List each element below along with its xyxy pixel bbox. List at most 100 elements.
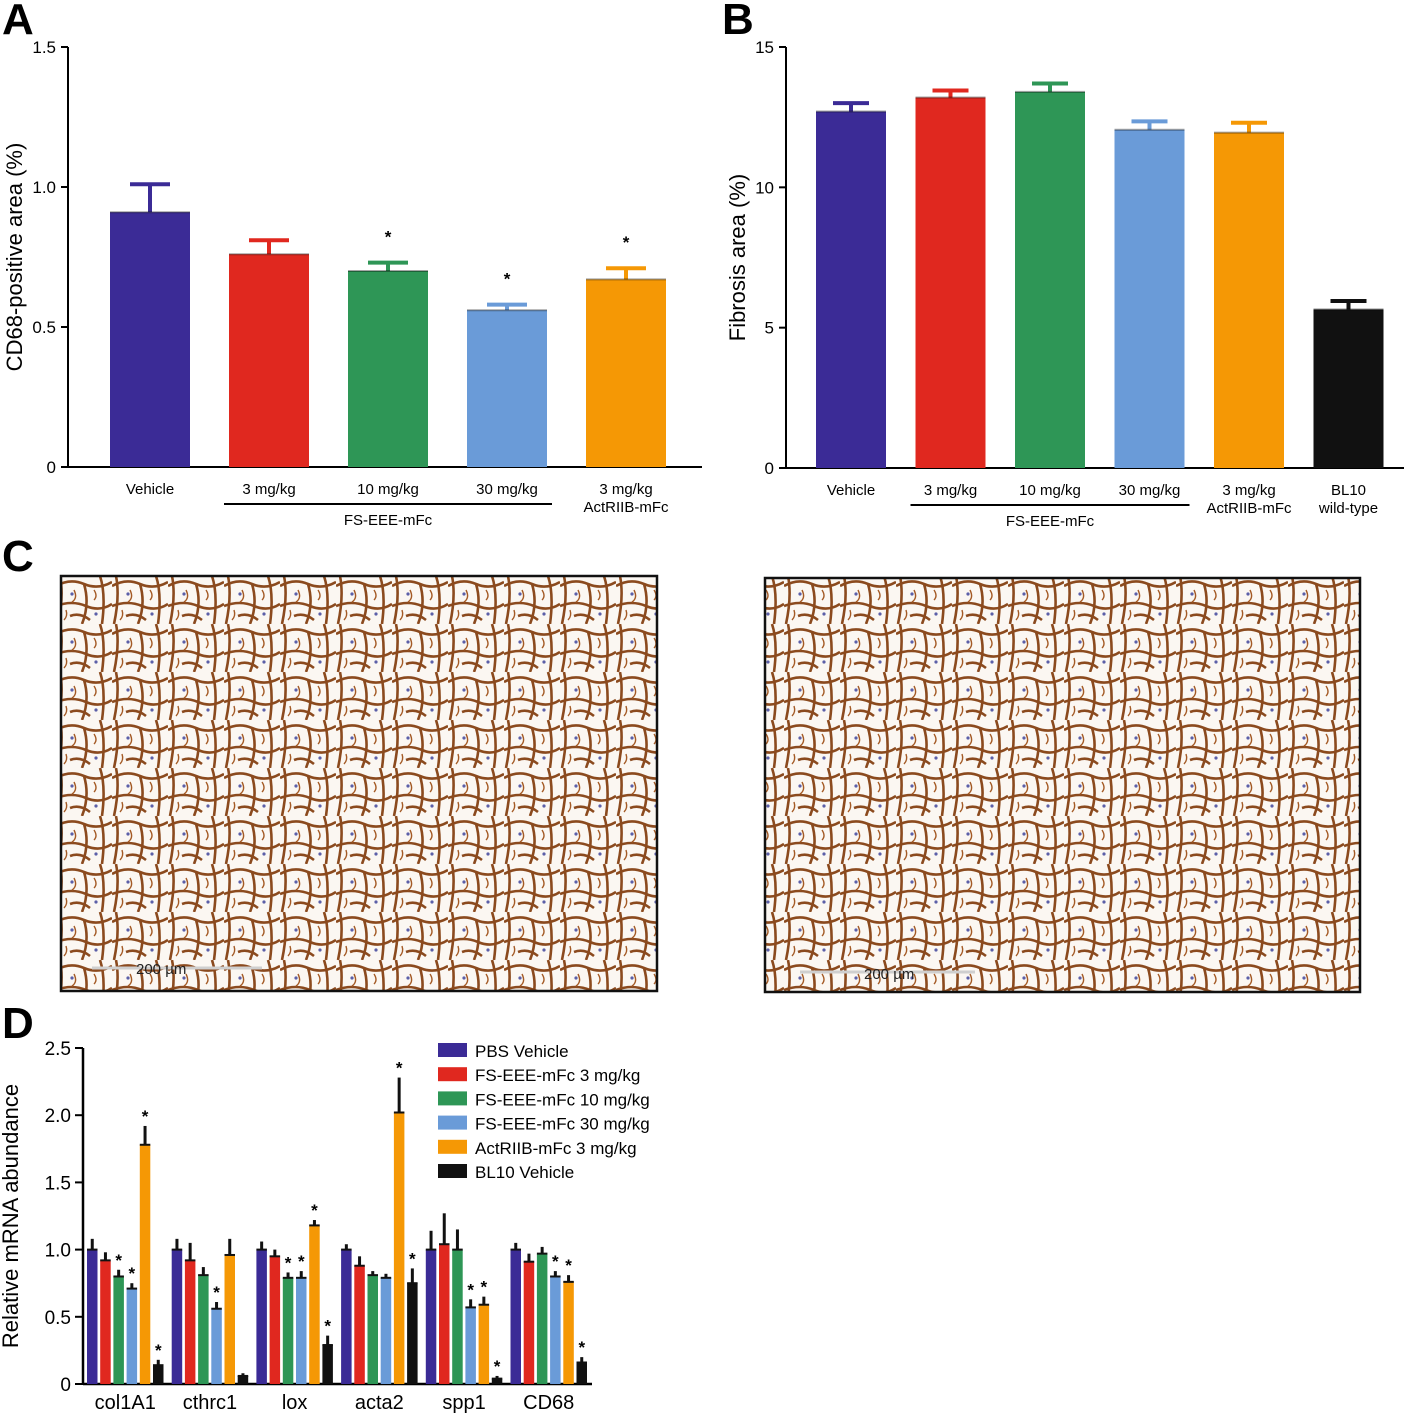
bar bbox=[229, 254, 309, 467]
x-tick-label: ActRIIB-mFc bbox=[1207, 500, 1292, 517]
bar bbox=[211, 1308, 222, 1384]
x-tick-label: 30 mg/kg bbox=[476, 481, 538, 498]
bar bbox=[126, 1288, 138, 1384]
y-tick-label: 15 bbox=[755, 38, 774, 57]
significance-star: * bbox=[623, 233, 630, 252]
significance-star: * bbox=[409, 1249, 416, 1268]
significance-star: * bbox=[385, 228, 392, 247]
panel-letter-c: C bbox=[2, 532, 34, 581]
bar bbox=[322, 1345, 333, 1384]
bar bbox=[393, 1112, 405, 1384]
significance-star: * bbox=[142, 1107, 149, 1126]
legend-label: FS-EEE-mFc 3 mg/kg bbox=[475, 1066, 640, 1085]
y-tick-label: 1.5 bbox=[32, 38, 56, 57]
bar bbox=[816, 111, 886, 468]
x-tick-label: 3 mg/kg bbox=[599, 481, 652, 498]
y-tick-label: 0 bbox=[60, 1375, 71, 1396]
bar bbox=[563, 1281, 574, 1384]
legend-swatch bbox=[438, 1115, 467, 1130]
y-tick-label: 1.0 bbox=[32, 178, 56, 197]
x-tick-label: spp1 bbox=[442, 1392, 485, 1413]
panel-letter-a: A bbox=[2, 0, 34, 44]
legend-label: BL10 Vehicle bbox=[475, 1163, 574, 1182]
bar bbox=[586, 279, 666, 467]
x-tick-label: lox bbox=[282, 1392, 308, 1413]
legend-swatch bbox=[438, 1067, 467, 1082]
bar bbox=[341, 1249, 352, 1384]
bar bbox=[550, 1276, 561, 1384]
bar bbox=[467, 310, 547, 467]
x-tick-label: acta2 bbox=[355, 1392, 404, 1413]
x-tick-label: wild-type bbox=[1318, 500, 1378, 517]
y-tick-label: 0 bbox=[47, 458, 56, 477]
legend-label: PBS Vehicle bbox=[475, 1042, 569, 1061]
y-tick-label: 0.5 bbox=[45, 1308, 71, 1329]
panel-letter-b: B bbox=[722, 0, 754, 44]
x-tick-label: 3 mg/kg bbox=[1222, 482, 1275, 499]
significance-star: * bbox=[481, 1278, 488, 1297]
bar bbox=[1313, 309, 1384, 468]
significance-star: * bbox=[324, 1317, 331, 1336]
x-tick-label: col1A1 bbox=[95, 1392, 156, 1413]
x-tick-label: 3 mg/kg bbox=[924, 482, 977, 499]
legend-swatch bbox=[438, 1091, 467, 1106]
bar bbox=[1015, 91, 1085, 468]
bar bbox=[380, 1277, 392, 1384]
bar bbox=[139, 1144, 151, 1384]
bar bbox=[576, 1362, 587, 1384]
micrograph-left: 200 µm bbox=[59, 574, 659, 993]
legend-swatch bbox=[438, 1164, 467, 1178]
bar bbox=[1114, 129, 1185, 468]
panel-letter-d: D bbox=[2, 999, 34, 1048]
bar bbox=[198, 1275, 209, 1384]
x-tick-label: 30 mg/kg bbox=[1119, 482, 1181, 499]
x-tick-label: 10 mg/kg bbox=[357, 481, 419, 498]
y-tick-label: 1.5 bbox=[45, 1173, 71, 1194]
legend-swatch bbox=[438, 1043, 467, 1057]
legend-swatch bbox=[438, 1139, 467, 1154]
bar bbox=[224, 1254, 235, 1384]
bar bbox=[110, 212, 190, 467]
significance-star: * bbox=[129, 1264, 136, 1283]
bar bbox=[282, 1277, 294, 1384]
y-tick-label: 2.0 bbox=[45, 1106, 71, 1127]
chart-d-legend: PBS Vehicle FS-EEE-mFc 3 mg/kg FS-EEE-mFc … bbox=[438, 1042, 650, 1182]
group-label: FS-EEE-mFc bbox=[344, 512, 433, 529]
y-axis-title: Relative mRNA abundance bbox=[0, 1084, 23, 1348]
bar bbox=[100, 1260, 111, 1384]
y-axis-title: Fibrosis area (%) bbox=[725, 174, 750, 341]
bar bbox=[915, 97, 986, 469]
x-tick-label: 3 mg/kg bbox=[242, 481, 295, 498]
bar bbox=[184, 1260, 196, 1384]
legend-label: FS-EEE-mFc 30 mg/kg bbox=[475, 1115, 650, 1134]
bar bbox=[153, 1365, 164, 1384]
bar bbox=[348, 271, 428, 467]
micrograph-right: 200 µm bbox=[763, 576, 1362, 994]
y-tick-label: 10 bbox=[755, 178, 774, 197]
bar bbox=[1214, 132, 1284, 468]
bar bbox=[367, 1275, 378, 1384]
bar bbox=[452, 1249, 463, 1384]
significance-star: * bbox=[578, 1338, 585, 1357]
y-axis-title: CD68-positive area (%) bbox=[2, 143, 27, 372]
bar bbox=[87, 1249, 98, 1384]
bar bbox=[354, 1265, 365, 1384]
y-tick-label: 1.0 bbox=[45, 1241, 71, 1262]
bar bbox=[536, 1253, 548, 1384]
bar bbox=[309, 1225, 320, 1384]
x-tick-label: BL10 bbox=[1331, 482, 1366, 499]
bar bbox=[171, 1249, 183, 1384]
scale-label: 200 µm bbox=[864, 966, 914, 983]
y-tick-label: 0.5 bbox=[32, 318, 56, 337]
bar bbox=[465, 1307, 476, 1384]
bar bbox=[296, 1277, 307, 1384]
significance-star: * bbox=[396, 1059, 403, 1078]
bar bbox=[407, 1283, 418, 1384]
significance-star: * bbox=[298, 1252, 305, 1271]
y-tick-label: 5 bbox=[765, 319, 774, 338]
y-tick-label: 0 bbox=[765, 459, 774, 478]
bar bbox=[439, 1244, 450, 1384]
chart-d-mrna-abundance: 0 0.5 1.0 1.5 2.0 2.5 Relative mRNA abundance *… bbox=[0, 1039, 592, 1413]
chart-b-fibrosis-area: 0 5 10 15 Fibrosis area (%) Vehicle 3 mg/kg 10 … bbox=[725, 38, 1404, 530]
